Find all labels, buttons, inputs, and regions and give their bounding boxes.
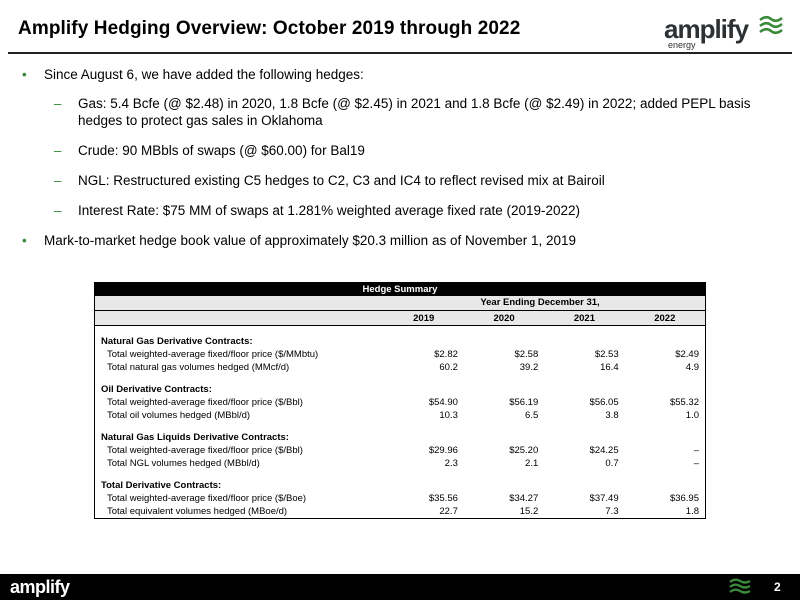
- sub-bullet-item: Crude: 90 MBbls of swaps (@ $60.00) for …: [22, 142, 782, 159]
- footer-bar: [0, 574, 800, 600]
- table-row: Total natural gas volumes hedged (MMcf/d…: [107, 362, 699, 373]
- year-header: 2019: [383, 311, 464, 326]
- sub-bullet-item: Interest Rate: $75 MM of swaps at 1.281%…: [22, 202, 782, 219]
- year-header-row: 2019 2020 2021 2022: [95, 311, 705, 326]
- bullet-item: Mark-to-market hedge book value of appro…: [22, 232, 782, 249]
- table-period-header: Year Ending December 31,: [95, 296, 705, 311]
- amplify-energy-logo: amplify energy: [664, 14, 784, 50]
- sub-bullet-item: NGL: Restructured existing C5 hedges to …: [22, 172, 782, 189]
- table-row: Total weighted-average fixed/floor price…: [107, 445, 699, 456]
- section-heading-row: Oil Derivative Contracts:: [101, 384, 212, 395]
- section-heading-row: Natural Gas Derivative Contracts:: [101, 336, 253, 347]
- waves-icon: [729, 578, 751, 594]
- bullet-item: Since August 6, we have added the follow…: [22, 66, 782, 83]
- year-header: 2022: [624, 311, 705, 326]
- section-heading-row: Natural Gas Liquids Derivative Contracts…: [101, 432, 289, 443]
- table-row: Total equivalent volumes hedged (MBoe/d)…: [107, 506, 699, 517]
- logo-subtext: energy: [668, 40, 696, 50]
- section-heading-row: Total Derivative Contracts:: [101, 480, 222, 491]
- table-row: Total oil volumes hedged (MBbl/d) 10.3 6…: [107, 410, 699, 421]
- table-row: Total weighted-average fixed/floor price…: [107, 493, 699, 504]
- bullet-list: Since August 6, we have added the follow…: [22, 66, 782, 261]
- slide-title: Amplify Hedging Overview: October 2019 t…: [18, 18, 521, 39]
- table-body: 2019 2020 2021 2022 Natural Gas Derivati…: [95, 311, 705, 518]
- table-title: Hedge Summary: [95, 283, 705, 296]
- table-row: Total weighted-average fixed/floor price…: [107, 397, 699, 408]
- year-header: 2021: [544, 311, 625, 326]
- waves-icon: [759, 15, 783, 35]
- year-header: 2020: [463, 311, 545, 326]
- sub-bullet-item: Gas: 5.4 Bcfe (@ $2.48) in 2020, 1.8 Bcf…: [22, 95, 782, 129]
- footer-logo: amplify: [10, 577, 70, 597]
- hedge-summary-table: Hedge Summary Year Ending December 31, 2…: [94, 282, 706, 519]
- table-row: Total NGL volumes hedged (MBbl/d) 2.3 2.…: [107, 458, 699, 469]
- title-divider: [8, 52, 792, 54]
- logo-wordmark: amplify: [664, 14, 749, 44]
- page-number: 2: [774, 580, 781, 594]
- table-row: Total weighted-average fixed/floor price…: [107, 349, 699, 360]
